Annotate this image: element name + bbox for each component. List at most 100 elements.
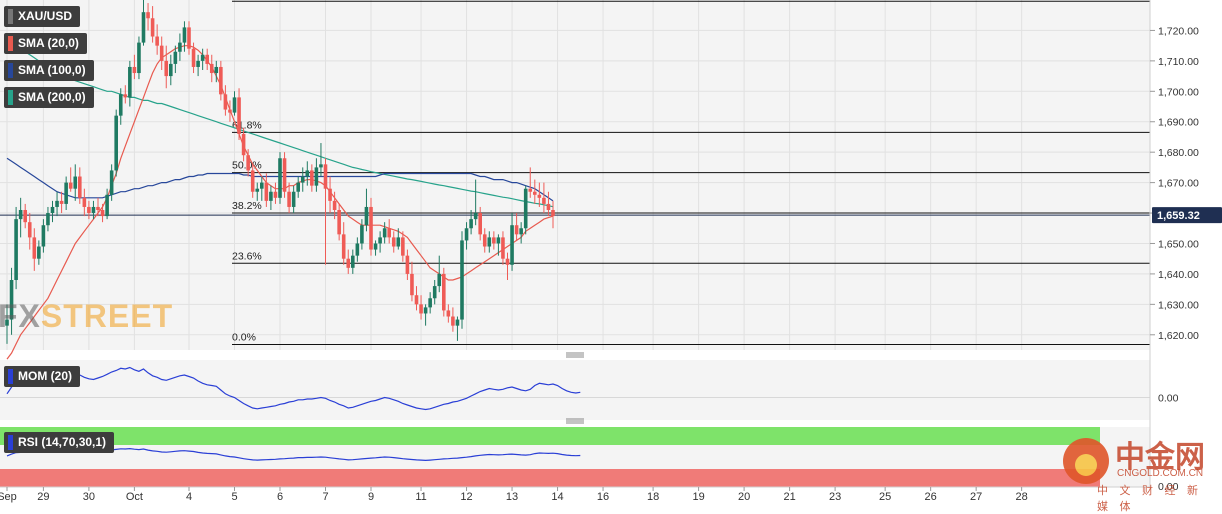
candle-down	[369, 206, 373, 250]
candle-down	[310, 170, 314, 186]
candle-down	[187, 27, 191, 49]
date-tick-label: 30	[83, 491, 95, 503]
main-plot-bg	[0, 0, 1150, 350]
date-tick-label: 23	[829, 491, 841, 503]
candle-down	[446, 310, 451, 317]
candle-down	[341, 234, 346, 259]
candle-up	[137, 42, 141, 74]
candle-down	[410, 273, 414, 296]
date-tick-label: 5	[231, 491, 237, 503]
sma20-badge[interactable]: SMA (20,0)	[4, 33, 87, 54]
price-tick-label: 1,620.00	[1158, 330, 1199, 342]
price-tick-label: 1,670.00	[1158, 178, 1199, 190]
price-tick-label: 1,640.00	[1158, 269, 1199, 281]
candle-up	[200, 54, 205, 61]
cngold-logo-sub: 中 文 财 经 新 媒 体	[1097, 484, 1202, 513]
sma100-badge[interactable]: SMA (100,0)	[4, 60, 94, 81]
date-tick-label: 6	[277, 491, 283, 503]
candle-up	[382, 228, 387, 238]
candle-up	[487, 237, 492, 247]
candle-down	[264, 182, 269, 201]
date-tick-label: 29	[37, 491, 49, 503]
date-tick-label: 4	[186, 491, 192, 503]
candle-down	[346, 258, 351, 268]
candle-down	[87, 206, 91, 214]
rsi-overbought-band	[0, 427, 1100, 445]
candle-up	[464, 228, 469, 241]
date-tick-label: 16	[597, 491, 609, 503]
candle-up	[118, 94, 123, 116]
cngold-logo-cn: 中金网	[1115, 440, 1205, 475]
price-tick-label: 1,690.00	[1158, 117, 1199, 129]
date-tick-label: Oct	[126, 491, 143, 503]
candle-down	[442, 273, 446, 311]
symbol-badge[interactable]: XAU/USD	[4, 6, 81, 27]
price-axis-bg	[1150, 0, 1222, 507]
candle-up	[423, 307, 428, 314]
date-tick-label: 28	[1016, 491, 1028, 503]
price-tick-label: 1,710.00	[1158, 56, 1199, 68]
candle-up	[437, 273, 442, 287]
sma200-badge[interactable]: SMA (200,0)	[4, 87, 94, 108]
candle-down	[246, 155, 250, 171]
rsi-badge[interactable]: RSI (14,70,30,1)	[4, 432, 115, 453]
date-tick-label: 14	[551, 491, 563, 503]
candle-down	[223, 94, 228, 110]
price-axis: 1,620.001,630.001,640.001,650.001,660.00…	[1149, 0, 1222, 507]
candle-up	[9, 280, 14, 320]
last-price-label: 1,659.32	[1157, 210, 1200, 222]
candle-down	[23, 210, 27, 223]
candle-down	[237, 97, 241, 134]
candle-down	[492, 237, 496, 244]
candle-up	[141, 12, 146, 43]
candle-up	[351, 255, 355, 268]
fib-label: 23.6%	[232, 250, 262, 262]
candle-down	[328, 188, 332, 201]
candle-up	[455, 319, 460, 326]
cngold-logo-mark	[1063, 438, 1109, 484]
candle-down	[32, 237, 37, 259]
candle-up	[109, 170, 114, 195]
candle-down	[287, 191, 291, 207]
date-tick-label: 21	[783, 491, 795, 503]
candle-down	[155, 36, 159, 46]
candle-down	[146, 12, 150, 19]
date-tick-label: 19	[692, 491, 704, 503]
candle-up	[73, 176, 78, 189]
candle-down	[27, 222, 32, 238]
pane-resize-handles[interactable]	[566, 352, 584, 424]
rsi-tick-label: 0.00	[1158, 481, 1179, 493]
candle-down	[533, 191, 537, 195]
candle-down	[219, 66, 223, 95]
candle-up	[232, 97, 237, 113]
last-price-tag	[1152, 207, 1222, 224]
candle-up	[319, 164, 323, 168]
candle-up	[496, 237, 501, 244]
date-tick-label: 13	[506, 491, 518, 503]
candle-up	[260, 182, 264, 189]
rsi-oversold-band	[0, 469, 1100, 487]
price-tick-label: 1,700.00	[1158, 86, 1199, 98]
candle-down	[478, 213, 482, 235]
candle-down	[501, 237, 505, 259]
rsi-panel	[0, 427, 1100, 487]
candle-down	[205, 54, 209, 64]
candle-up	[214, 66, 219, 74]
candle-down	[551, 210, 555, 217]
candle-up	[378, 237, 382, 244]
candle-up	[396, 237, 401, 247]
mom-badge[interactable]: MOM (20)	[4, 366, 80, 387]
fxstreet-watermark: FXSTREET	[0, 298, 174, 334]
candle-down	[273, 191, 278, 198]
candle-down	[414, 295, 419, 305]
candle-down	[337, 210, 341, 235]
date-tick-label: 11	[415, 491, 426, 503]
date-tick-label: 18	[647, 491, 659, 503]
mom-panel	[0, 366, 1150, 411]
mom-tick-label: 0.00	[1158, 393, 1179, 405]
candle-down	[505, 258, 510, 265]
price-tick-label: 1,720.00	[1158, 25, 1199, 37]
candle-up	[114, 115, 118, 171]
candle-up	[269, 191, 273, 201]
